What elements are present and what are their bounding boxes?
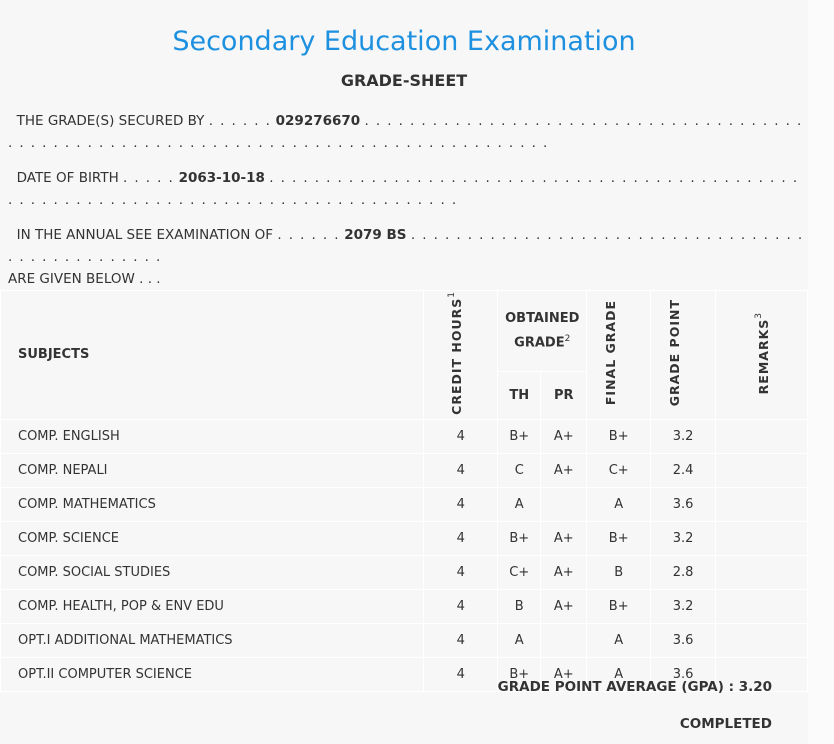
cell-remarks: [715, 622, 808, 658]
cell-final: C+: [586, 452, 652, 488]
exam-line: IN THE ANNUAL SEE EXAMINATION OF . . . .…: [8, 224, 804, 290]
cell-final: B+: [586, 520, 652, 556]
cell-remarks: [715, 656, 808, 692]
table-row: COMP. SOCIAL STUDIES 4 C+ A+ B 2.8: [0, 554, 808, 590]
dob-line: DATE OF BIRTH . . . . . 2063-10-18 . . .…: [8, 167, 804, 211]
page-subtitle: GRADE-SHEET: [340, 71, 468, 90]
dob-label: DATE OF BIRTH: [16, 170, 119, 186]
cell-final: B+: [586, 418, 652, 454]
exam-label: IN THE ANNUAL SEE EXAMINATION OF: [16, 227, 274, 243]
cell-final: B+: [586, 588, 652, 624]
cell-th: A: [497, 486, 542, 522]
status-text: COMPLETED: [679, 716, 772, 732]
table-row: COMP. ENGLISH 4 B+ A+ B+ 3.2: [0, 418, 808, 454]
cell-gp: 2.4: [650, 452, 717, 488]
cell-th: B+: [497, 656, 542, 692]
cell-subject: COMP. SCIENCE: [0, 520, 425, 556]
cell-credit: 4: [423, 486, 499, 522]
cell-remarks: [715, 520, 808, 556]
gpa-label: GRADE POINT AVERAGE (GPA) :: [497, 679, 734, 695]
cell-gp: 3.2: [650, 520, 717, 556]
cell-pr: A+: [540, 452, 588, 488]
cell-pr: [540, 486, 588, 522]
grades-table: SUBJECTS CREDIT HOURS1 OBTAINED GRADE2 F…: [0, 289, 808, 692]
table-row: OPT.I ADDITIONAL MATHEMATICS 4 A A 3.6: [0, 622, 808, 658]
cell-subject: OPT.II COMPUTER SCIENCE: [0, 656, 425, 692]
table-row: COMP. NEPALI 4 C A+ C+ 2.4: [0, 452, 808, 488]
exam-suffix: ARE GIVEN BELOW . . .: [8, 271, 161, 287]
header-final-grade: FINAL GRADE: [586, 290, 652, 420]
header-subjects: SUBJECTS: [0, 290, 425, 420]
header-remarks: REMARKS3: [715, 290, 808, 420]
header-pr: PR: [540, 371, 588, 420]
cell-remarks: [715, 554, 808, 590]
cell-final: A: [586, 656, 652, 692]
dots: . . . . .: [123, 170, 175, 186]
secured-by-line: THE GRADE(S) SECURED BY . . . . . . 0292…: [8, 110, 804, 154]
grade-sheet: Secondary Education Examination GRADE-SH…: [0, 26, 808, 732]
cell-credit: 4: [423, 588, 499, 624]
cell-th: C: [497, 452, 542, 488]
gpa-summary: GRADE POINT AVERAGE (GPA) : 3.20: [498, 679, 772, 695]
dots: . . . . . .: [277, 227, 340, 243]
cell-subject: COMP. MATHEMATICS: [0, 486, 425, 522]
header-grade-point: GRADE POINT: [650, 290, 717, 420]
exam-value: 2079 BS: [344, 227, 407, 243]
dob-value: 2063-10-18: [178, 170, 265, 186]
cell-credit: 4: [423, 418, 499, 454]
cell-pr: A+: [540, 520, 588, 556]
header-obtained-grade: OBTAINED GRADE2: [497, 289, 588, 373]
dots: . . . . . . . . . . . . . . . . . . . . …: [8, 113, 803, 151]
cell-remarks: [715, 486, 808, 522]
dots: . . . . . . . . . . . . . . . . . . . . …: [8, 170, 799, 208]
table-row: COMP. SCIENCE 4 B+ A+ B+ 3.2: [0, 520, 808, 556]
cell-credit: 4: [423, 554, 499, 590]
header-th: TH: [497, 371, 542, 420]
cell-remarks: [715, 588, 808, 624]
cell-credit: 4: [423, 452, 499, 488]
secured-by-value: 029276670: [275, 113, 361, 129]
secured-by-label: THE GRADE(S) SECURED BY: [16, 113, 205, 129]
cell-gp: 2.8: [650, 554, 717, 590]
cell-th: C+: [497, 554, 542, 590]
header-credit-hours: CREDIT HOURS1: [423, 290, 499, 420]
cell-credit: 4: [423, 622, 499, 658]
cell-pr: [540, 622, 588, 658]
cell-th: B: [497, 588, 542, 624]
cell-final: B: [586, 554, 652, 590]
cell-gp: 3.6: [650, 486, 717, 522]
cell-th: B+: [497, 418, 542, 454]
gpa-value: 3.20: [738, 679, 772, 695]
dots: . . . . . . . . . . . . . . . . . . . . …: [8, 227, 804, 265]
scrollbar-track: [808, 0, 834, 744]
cell-subject: COMP. SOCIAL STUDIES: [0, 554, 425, 590]
table-row: OPT.II COMPUTER SCIENCE 4 B+ A+ A 3.6: [0, 656, 808, 692]
cell-gp: 3.6: [650, 622, 717, 658]
cell-subject: COMP. HEALTH, POP & ENV EDU: [0, 588, 425, 624]
table-row: COMP. MATHEMATICS 4 A A 3.6: [0, 486, 808, 522]
cell-gp: 3.2: [650, 588, 717, 624]
cell-gp: 3.2: [650, 418, 717, 454]
cell-pr: A+: [540, 588, 588, 624]
cell-pr: A+: [540, 656, 588, 692]
cell-subject: COMP. NEPALI: [0, 452, 425, 488]
dots: . . . . . .: [208, 113, 272, 129]
cell-final: A: [586, 486, 652, 522]
cell-th: A: [497, 622, 542, 658]
cell-subject: COMP. ENGLISH: [0, 418, 425, 454]
table-row: COMP. HEALTH, POP & ENV EDU 4 B A+ B+ 3.2: [0, 588, 808, 624]
cell-remarks: [715, 452, 808, 488]
cell-credit: 4: [423, 656, 499, 692]
cell-pr: A+: [540, 554, 588, 590]
cell-credit: 4: [423, 520, 499, 556]
cell-pr: A+: [540, 418, 588, 454]
cell-th: B+: [497, 520, 542, 556]
page-title: Secondary Education Examination: [172, 26, 636, 57]
cell-subject: OPT.I ADDITIONAL MATHEMATICS: [0, 622, 425, 658]
cell-final: A: [586, 622, 652, 658]
cell-remarks: [715, 418, 808, 454]
